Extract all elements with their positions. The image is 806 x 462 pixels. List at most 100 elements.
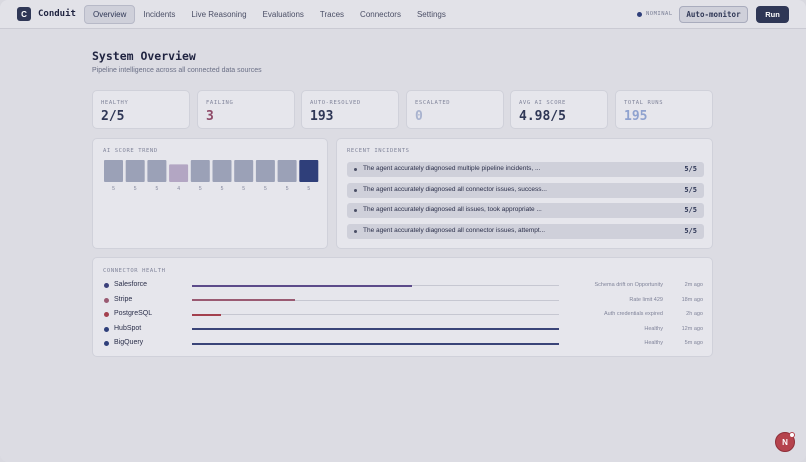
incident-summary: The agent accurately diagnosed multiple … bbox=[363, 165, 541, 172]
status-text: NOMINAL bbox=[646, 11, 673, 17]
trend-bar[interactable] bbox=[169, 164, 189, 182]
connector-health-panel: CONNECTOR HEALTH Salesforce Schema drift … bbox=[92, 257, 713, 357]
tab-overview[interactable]: Overview bbox=[84, 5, 136, 24]
run-button[interactable]: Run bbox=[756, 6, 789, 23]
connector-status-note: Auth credentials expired bbox=[603, 311, 663, 317]
stat-card-auto-resolved: AUTO-RESOLVED 193 bbox=[301, 90, 399, 129]
connector-health-bar bbox=[192, 328, 559, 330]
bullet-icon bbox=[354, 209, 357, 212]
trend-bar-label: 5 bbox=[221, 186, 224, 192]
incident-item[interactable]: The agent accurately diagnosed all conne… bbox=[347, 223, 704, 239]
ai-score-trend-panel: AI SCORE TREND 5 5 5 4 5 5 5 5 5 5 bbox=[92, 138, 328, 249]
incident-score: 5/5 bbox=[684, 206, 697, 214]
connector-status-note: Healthy bbox=[644, 340, 663, 346]
stat-card-failing: FAILING 3 bbox=[197, 90, 295, 129]
trend-bar[interactable] bbox=[104, 160, 123, 182]
stat-label: AUTO-RESOLVED bbox=[310, 100, 361, 106]
connector-name: Stripe bbox=[114, 295, 133, 303]
stat-label: HEALTHY bbox=[101, 100, 129, 106]
trend-bar[interactable] bbox=[234, 160, 254, 182]
assistant-fab-button[interactable]: N bbox=[775, 432, 795, 452]
status-dot-icon bbox=[637, 11, 642, 17]
trend-bar-label: 5 bbox=[264, 186, 267, 192]
status-dot-icon bbox=[104, 297, 109, 303]
trend-bar[interactable] bbox=[255, 160, 275, 182]
tab-incidents[interactable]: Incidents bbox=[143, 10, 176, 19]
logo-icon: C bbox=[17, 7, 31, 21]
ai-score-trend-chart: 5 5 5 4 5 5 5 5 5 5 bbox=[104, 160, 319, 192]
trend-bar-label: 4 bbox=[177, 186, 180, 192]
connector-health-bar bbox=[192, 313, 559, 316]
auto-monitor-button[interactable]: Auto-monitor bbox=[679, 6, 748, 23]
status-dot-icon bbox=[104, 326, 109, 332]
trend-label: AI SCORE TREND bbox=[103, 148, 158, 154]
stat-label: FAILING bbox=[206, 100, 234, 106]
incidents-label: RECENT INCIDENTS bbox=[347, 148, 410, 154]
incident-summary: The agent accurately diagnosed all issue… bbox=[363, 206, 542, 213]
connector-name: BigQuery bbox=[114, 339, 144, 346]
connector-name: Salesforce bbox=[114, 281, 148, 288]
tab-evaluations[interactable]: Evaluations bbox=[262, 10, 304, 19]
connector-status-note: Rate limit 429 bbox=[629, 296, 663, 303]
tab-connectors[interactable]: Connectors bbox=[360, 10, 401, 19]
tab-settings[interactable]: Settings bbox=[416, 10, 446, 19]
bullet-icon bbox=[354, 168, 357, 171]
stat-value: 4.98/5 bbox=[519, 109, 566, 124]
connector-name: HubSpot bbox=[114, 324, 142, 332]
stat-value: 193 bbox=[310, 109, 334, 124]
connector-last-sync: 2m ago bbox=[684, 282, 703, 288]
connector-health-fill bbox=[192, 342, 559, 345]
stat-label: ESCALATED bbox=[415, 100, 451, 106]
incident-score: 5/5 bbox=[684, 185, 697, 194]
tab-traces[interactable]: Traces bbox=[319, 10, 345, 19]
trend-bar[interactable] bbox=[212, 160, 232, 182]
trend-bar[interactable] bbox=[147, 160, 167, 182]
connector-row-postgresql[interactable]: PostgreSQL Auth credentials expired 2h ago bbox=[93, 309, 713, 321]
connector-row-hubspot[interactable]: HubSpot Healthy 12m ago bbox=[93, 324, 713, 336]
incident-item[interactable]: The agent accurately diagnosed multiple … bbox=[347, 162, 704, 177]
connector-health-fill bbox=[192, 299, 295, 301]
stat-value: 3 bbox=[206, 109, 214, 124]
incident-item[interactable]: The agent accurately diagnosed all issue… bbox=[347, 203, 704, 218]
connector-status-note: Healthy bbox=[644, 325, 663, 332]
stat-card-escalated: ESCALATED 0 bbox=[406, 90, 504, 129]
status-dot-icon bbox=[104, 341, 109, 346]
connector-health-fill bbox=[192, 313, 222, 316]
stat-label: AVG AI SCORE bbox=[519, 100, 566, 106]
incident-score: 5/5 bbox=[684, 226, 697, 235]
connector-health-bar bbox=[192, 299, 559, 301]
top-nav: C Conduit Overview Incidents Live Reasonin… bbox=[0, 0, 806, 29]
trend-bar[interactable] bbox=[299, 160, 319, 182]
incident-summary: The agent accurately diagnosed all conne… bbox=[363, 226, 546, 234]
trend-bar-label: 5 bbox=[199, 186, 202, 192]
incident-item[interactable]: The agent accurately diagnosed all conne… bbox=[347, 182, 704, 198]
notification-dot-icon bbox=[789, 432, 795, 438]
stat-value: 195 bbox=[624, 109, 648, 124]
trend-bar[interactable] bbox=[277, 160, 297, 182]
trend-bar[interactable] bbox=[125, 160, 145, 182]
tab-live-reasoning[interactable]: Live Reasoning bbox=[191, 10, 247, 19]
connector-last-sync: 12m ago bbox=[681, 325, 703, 332]
connector-status-note: Schema drift on Opportunity bbox=[594, 282, 663, 288]
trend-bar[interactable] bbox=[190, 160, 210, 182]
bullet-icon bbox=[354, 229, 357, 233]
status-dot-icon bbox=[104, 283, 109, 288]
stat-card-total-runs: TOTAL RUNS 195 bbox=[615, 90, 713, 129]
connector-health-label: CONNECTOR HEALTH bbox=[103, 268, 166, 274]
connector-row-salesforce[interactable]: Salesforce Schema drift on Opportunity 2m … bbox=[93, 280, 713, 292]
stat-card-healthy: HEALTHY 2/5 bbox=[92, 90, 190, 129]
trend-bar-label: 5 bbox=[134, 186, 137, 192]
stat-label: TOTAL RUNS bbox=[624, 100, 664, 106]
connector-row-stripe[interactable]: Stripe Rate limit 429 18m ago bbox=[93, 295, 713, 307]
recent-incidents-panel: RECENT INCIDENTS The agent accurately di… bbox=[336, 138, 713, 249]
stat-card-avg-ai-score: AVG AI SCORE 4.98/5 bbox=[510, 90, 608, 129]
trend-bar-label: 5 bbox=[286, 186, 289, 192]
stat-value: 2/5 bbox=[101, 109, 125, 124]
logo[interactable]: C Conduit bbox=[17, 7, 76, 21]
connector-last-sync: 2h ago bbox=[686, 311, 703, 317]
trend-bar-label: 5 bbox=[242, 186, 245, 192]
connector-row-bigquery[interactable]: BigQuery Healthy 5m ago bbox=[93, 338, 713, 350]
trend-bar-label: 5 bbox=[112, 186, 115, 192]
page-title: System Overview bbox=[92, 49, 196, 63]
